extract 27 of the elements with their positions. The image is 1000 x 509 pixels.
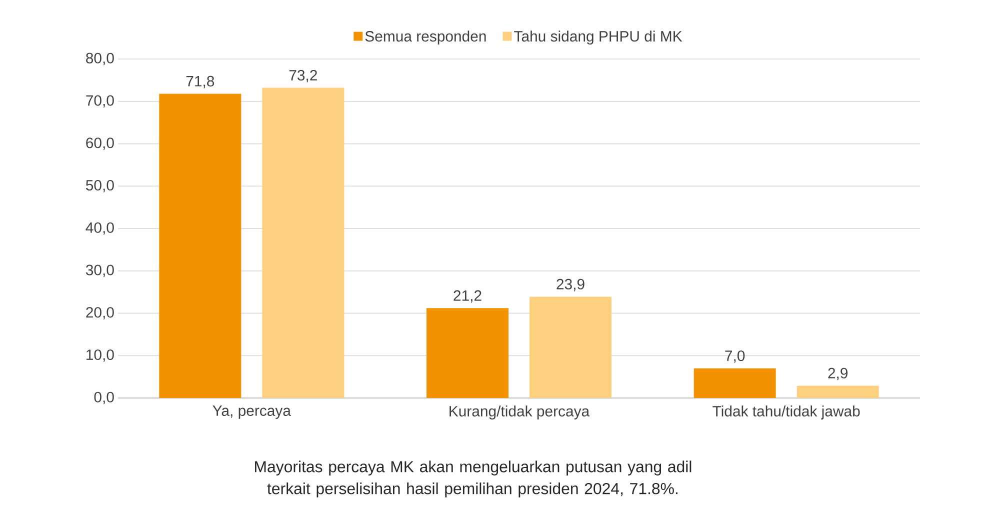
- y-tick-label: 10,0: [86, 349, 114, 362]
- y-tick-label: 20,0: [86, 307, 114, 320]
- data-label: 73,2: [289, 70, 317, 82]
- bar: [426, 308, 509, 398]
- bar: [694, 368, 776, 398]
- x-tick-label: Ya, percaya: [212, 406, 291, 419]
- y-tick-label: 80,0: [86, 52, 114, 66]
- legend-label: Semua responden: [365, 30, 486, 45]
- bar: [262, 88, 344, 398]
- data-label: 71,8: [186, 76, 214, 88]
- data-label: 21,2: [454, 290, 482, 303]
- x-tick-label: Kurang/tidak percaya: [450, 406, 590, 420]
- y-tick-label: 0,0: [94, 392, 114, 404]
- legend-label: Tahu sidang PHPU di MK: [514, 30, 682, 45]
- data-label: 23,9: [556, 278, 584, 292]
- y-tick-label: 50,0: [86, 180, 114, 192]
- data-label: 2,9: [828, 368, 848, 380]
- y-tick-label: 70,0: [86, 95, 114, 108]
- y-tick-label: 60,0: [86, 138, 114, 150]
- text: Mayoritas percaya MK akan mengeluarkan putusan yang adil terkait perselisihan hasil pemilihan presiden 2024, 71.8%.: [255, 460, 692, 498]
- bar: [796, 386, 879, 398]
- bar: [159, 94, 242, 398]
- x-tick-label: Tidak tahu/tidak jawab: [712, 406, 860, 420]
- bar: [530, 296, 612, 398]
- y-tick-label: 30,0: [86, 264, 114, 278]
- data-label: 7,0: [725, 350, 745, 363]
- y-tick-label: 40,0: [86, 222, 114, 235]
